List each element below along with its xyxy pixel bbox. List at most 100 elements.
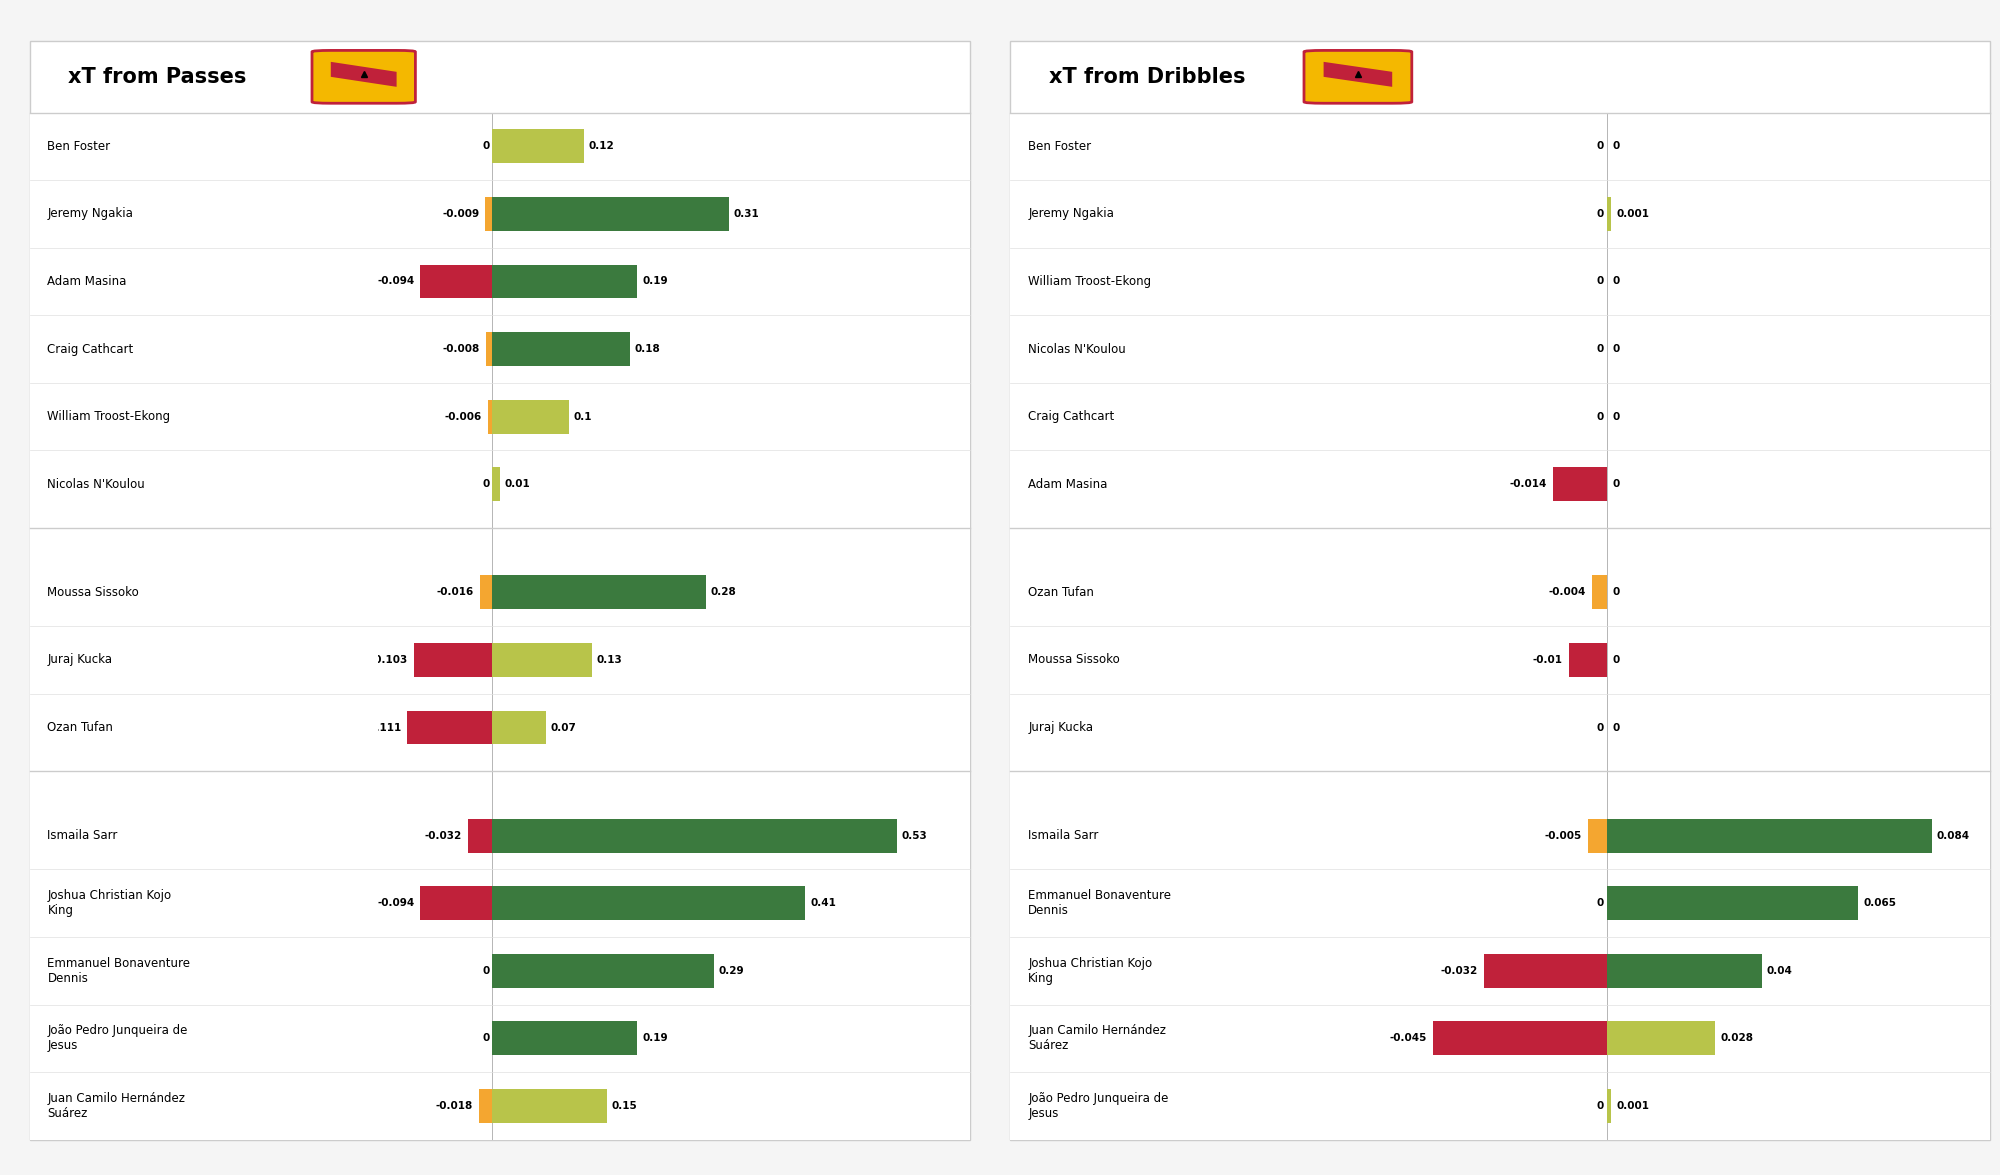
Text: 0.001: 0.001: [1616, 209, 1650, 219]
FancyBboxPatch shape: [1304, 51, 1412, 103]
Text: 0.19: 0.19: [642, 276, 668, 287]
Bar: [1434, 1021, 1608, 1055]
Text: -0.01: -0.01: [1532, 654, 1562, 665]
Text: Joshua Christian Kojo
King: Joshua Christian Kojo King: [1028, 956, 1152, 985]
Text: 0: 0: [1612, 276, 1620, 287]
Bar: [1568, 643, 1608, 677]
Text: Juraj Kucka: Juraj Kucka: [1028, 721, 1094, 734]
Text: 0: 0: [482, 1033, 490, 1043]
Text: Ismaila Sarr: Ismaila Sarr: [1028, 830, 1098, 842]
Text: 0: 0: [1596, 141, 1604, 152]
Text: 0.001: 0.001: [1616, 1101, 1650, 1110]
Text: Joshua Christian Kojo
King: Joshua Christian Kojo King: [48, 889, 172, 918]
Text: João Pedro Junqueira de
Jesus: João Pedro Junqueira de Jesus: [48, 1025, 188, 1053]
Text: Juraj Kucka: Juraj Kucka: [48, 653, 112, 666]
Text: Ozan Tufan: Ozan Tufan: [1028, 586, 1094, 599]
Text: 0.07: 0.07: [550, 723, 576, 732]
Text: 0.31: 0.31: [734, 209, 760, 219]
Text: xT from Dribbles: xT from Dribbles: [1050, 67, 1246, 87]
Bar: [492, 819, 898, 853]
Bar: [420, 886, 492, 920]
Text: 0.12: 0.12: [588, 141, 614, 152]
Polygon shape: [330, 62, 396, 87]
Text: 0.41: 0.41: [810, 898, 836, 908]
Text: 0.084: 0.084: [1936, 831, 1970, 840]
Text: Nicolas N'Koulou: Nicolas N'Koulou: [48, 478, 146, 491]
Text: 0.13: 0.13: [596, 654, 622, 665]
Text: xT from Passes: xT from Passes: [68, 67, 246, 87]
Text: 0: 0: [1612, 344, 1620, 354]
Text: -0.016: -0.016: [436, 588, 474, 597]
Text: -0.018: -0.018: [436, 1101, 472, 1110]
Text: -0.032: -0.032: [424, 831, 462, 840]
Text: 0: 0: [482, 141, 490, 152]
Text: Ozan Tufan: Ozan Tufan: [48, 721, 114, 734]
Text: -0.111: -0.111: [364, 723, 402, 732]
Text: 0: 0: [1612, 588, 1620, 597]
Text: Ismaila Sarr: Ismaila Sarr: [48, 830, 118, 842]
Text: 0: 0: [1612, 479, 1620, 489]
Bar: [1608, 1021, 1716, 1055]
Text: Adam Masina: Adam Masina: [1028, 478, 1108, 491]
Text: Jeremy Ngakia: Jeremy Ngakia: [48, 208, 134, 221]
Text: -0.014: -0.014: [1510, 479, 1546, 489]
Bar: [1608, 886, 1858, 920]
Polygon shape: [1324, 62, 1392, 87]
Text: Emmanuel Bonaventure
Dennis: Emmanuel Bonaventure Dennis: [1028, 889, 1172, 918]
Text: 0.15: 0.15: [612, 1101, 638, 1110]
Bar: [420, 264, 492, 298]
Text: Ben Foster: Ben Foster: [1028, 140, 1092, 153]
Text: -0.006: -0.006: [444, 411, 482, 422]
Text: 0.28: 0.28: [710, 588, 736, 597]
Text: Juan Camilo Hernández
Suárez: Juan Camilo Hernández Suárez: [48, 1092, 186, 1120]
Bar: [492, 954, 714, 988]
Text: 0: 0: [1612, 411, 1620, 422]
Bar: [486, 197, 492, 230]
Text: 0: 0: [1596, 1101, 1604, 1110]
Text: 0.19: 0.19: [642, 1033, 668, 1043]
Text: Craig Cathcart: Craig Cathcart: [1028, 410, 1114, 423]
Bar: [480, 576, 492, 610]
Text: 0: 0: [1596, 276, 1604, 287]
Text: 0: 0: [1612, 654, 1620, 665]
Bar: [492, 197, 730, 230]
Bar: [468, 819, 492, 853]
Text: 0.04: 0.04: [1766, 966, 1792, 975]
Text: -0.008: -0.008: [442, 344, 480, 354]
Text: -0.045: -0.045: [1390, 1033, 1428, 1043]
Text: 0.1: 0.1: [574, 411, 592, 422]
FancyBboxPatch shape: [312, 51, 416, 103]
Text: William Troost-Ekong: William Troost-Ekong: [48, 410, 170, 423]
Text: Juan Camilo Hernández
Suárez: Juan Camilo Hernández Suárez: [1028, 1025, 1166, 1053]
Text: Moussa Sissoko: Moussa Sissoko: [48, 586, 140, 599]
Text: 0.53: 0.53: [902, 831, 928, 840]
Text: 0.29: 0.29: [718, 966, 744, 975]
Text: Moussa Sissoko: Moussa Sissoko: [1028, 653, 1120, 666]
Bar: [492, 129, 584, 163]
Text: Nicolas N'Koulou: Nicolas N'Koulou: [1028, 343, 1126, 356]
Bar: [1608, 1089, 1612, 1123]
Text: Adam Masina: Adam Masina: [48, 275, 126, 288]
Text: Ben Foster: Ben Foster: [48, 140, 110, 153]
Text: -0.004: -0.004: [1548, 588, 1586, 597]
Text: Craig Cathcart: Craig Cathcart: [48, 343, 134, 356]
Bar: [492, 333, 630, 365]
Bar: [492, 400, 568, 434]
Bar: [414, 643, 492, 677]
Bar: [1608, 819, 1932, 853]
Bar: [1588, 819, 1608, 853]
Bar: [408, 711, 492, 745]
Text: 0: 0: [1596, 723, 1604, 732]
Text: -0.103: -0.103: [370, 654, 408, 665]
Bar: [492, 886, 806, 920]
Text: 0: 0: [1596, 898, 1604, 908]
Bar: [492, 264, 638, 298]
Text: -0.005: -0.005: [1544, 831, 1582, 840]
Bar: [1608, 197, 1612, 230]
Text: 0.01: 0.01: [504, 479, 530, 489]
Text: 0.18: 0.18: [634, 344, 660, 354]
Text: 0: 0: [482, 966, 490, 975]
Bar: [492, 1089, 606, 1123]
Bar: [486, 333, 492, 365]
Text: Jeremy Ngakia: Jeremy Ngakia: [1028, 208, 1114, 221]
